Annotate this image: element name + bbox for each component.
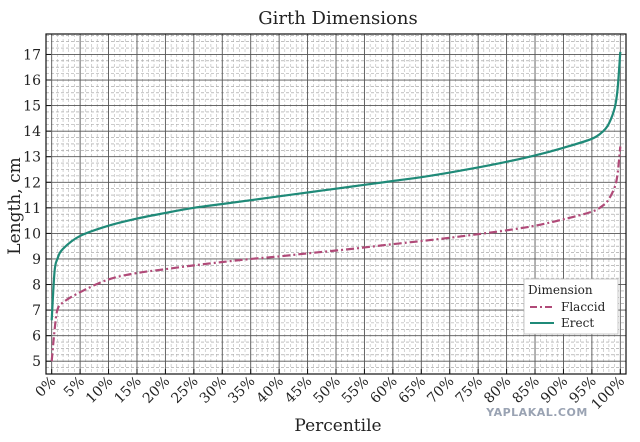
y-tick-label: 8 xyxy=(32,278,41,294)
legend-box xyxy=(523,278,619,335)
x-axis-label: Percentile xyxy=(294,416,381,436)
watermark: YAPLAKAL.COM xyxy=(485,406,588,419)
y-tick-label: 13 xyxy=(23,150,41,166)
y-tick-label: 15 xyxy=(23,99,41,115)
series-line-erect xyxy=(50,51,622,321)
series-lines xyxy=(50,51,622,362)
y-tick-label: 6 xyxy=(32,329,41,345)
y-tick-label: 5 xyxy=(32,354,41,370)
y-tick-label: 7 xyxy=(32,303,41,319)
legend-label-erect: Erect xyxy=(561,316,594,330)
y-axis-label: Length, cm xyxy=(5,157,25,254)
y-tick-label: 11 xyxy=(23,201,41,217)
y-tick-label: 17 xyxy=(23,47,41,63)
legend: Dimension Flaccid Erect xyxy=(523,278,619,335)
chart-title: Girth Dimensions xyxy=(258,8,417,29)
y-tick-label: 14 xyxy=(23,124,41,140)
y-tick-label: 10 xyxy=(23,226,41,242)
legend-label-flaccid: Flaccid xyxy=(561,300,606,314)
y-tick-label: 12 xyxy=(23,175,41,191)
grid xyxy=(46,34,626,374)
y-tick-label: 16 xyxy=(23,73,41,89)
y-tick-label: 9 xyxy=(32,252,41,268)
legend-title: Dimension xyxy=(528,283,593,297)
series-line-flaccid xyxy=(50,146,622,362)
